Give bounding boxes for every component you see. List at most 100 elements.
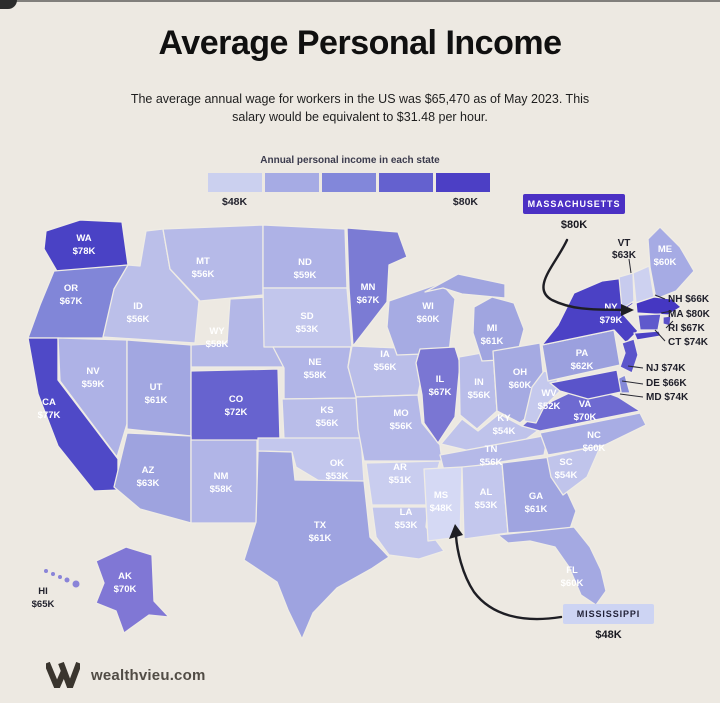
side-value-VT: $63K: [612, 250, 637, 261]
state-value-NC: $60K: [583, 443, 606, 454]
subtitle-line1: The average annual wage for workers in t…: [130, 92, 590, 106]
state-CT: [637, 313, 662, 331]
state-label-ND: ND: [298, 257, 312, 268]
state-value-MI: $61K: [481, 336, 504, 347]
state-MI: [424, 273, 506, 299]
side-label-DE: DE $66K: [646, 378, 687, 389]
state-label-ID: ID: [133, 301, 143, 312]
pointer-lines: [619, 258, 674, 398]
state-CO: [190, 368, 281, 442]
state-HI-island: [44, 569, 48, 573]
state-label-HI: HI: [38, 586, 48, 597]
state-label-MN: MN: [361, 282, 376, 293]
page-title: Average Personal Income: [158, 24, 562, 62]
state-value-WV: $52K: [538, 401, 561, 412]
state-label-TN: TN: [485, 444, 498, 455]
state-label-AK: AK: [118, 571, 132, 582]
state-MS: [423, 466, 463, 542]
massachusetts-callout: MASSACHUSETTS $80K: [523, 194, 625, 231]
state-value-NY: $79K: [600, 315, 623, 326]
nj-pointer-line: [627, 365, 644, 369]
massachusetts-callout-value: $80K: [560, 219, 588, 231]
side-label-MD: MD $74K: [646, 392, 689, 403]
state-value-ID: $56K: [127, 314, 150, 325]
state-label-SC: SC: [559, 457, 572, 468]
state-label-WI: WI: [422, 301, 434, 312]
legend: Annual personal income in each state $48…: [208, 155, 492, 210]
side-label-MA: MA $80K: [668, 309, 711, 320]
state-value-OK: $53K: [326, 471, 349, 482]
state-value-KS: $56K: [316, 418, 339, 429]
side-label-RI: RI $67K: [668, 323, 705, 334]
state-value-UT: $61K: [145, 395, 168, 406]
state-label-AL: AL: [480, 487, 493, 498]
state-label-GA: GA: [529, 491, 543, 502]
state-label-MI: MI: [487, 323, 498, 334]
de-pointer-line: [621, 380, 644, 385]
state-value-NE: $58K: [304, 370, 327, 381]
state-label-NV: NV: [86, 366, 100, 377]
state-value-SD: $53K: [296, 324, 319, 335]
state-value-PA: $62K: [571, 361, 594, 372]
state-HI-island: [64, 577, 70, 583]
state-value-NM: $58K: [210, 484, 233, 495]
state-HI-island: [51, 572, 55, 576]
mississippi-callout-value: $48K: [595, 629, 622, 641]
legend-swatch: [322, 173, 376, 192]
legend-swatch: [379, 173, 433, 192]
state-label-OK: OK: [330, 458, 344, 469]
state-label-IA: IA: [380, 349, 390, 360]
state-value-IN: $56K: [468, 390, 491, 401]
footer: wealthvieu.com: [46, 662, 206, 688]
legend-color-scale: [208, 173, 492, 192]
state-MI: [472, 296, 525, 362]
state-value-AK: $70K: [114, 584, 137, 595]
state-TN: [439, 434, 549, 472]
state-value-MO: $56K: [390, 421, 413, 432]
state-value-MS: $48K: [430, 503, 453, 514]
state-label-AR: AR: [393, 462, 407, 473]
state-NV: [57, 337, 128, 458]
state-label-SD: SD: [300, 311, 313, 322]
state-HI-island: [58, 575, 62, 579]
ri-pointer-line: [665, 320, 674, 329]
state-label-PA: PA: [576, 348, 589, 359]
state-value-GA: $61K: [525, 504, 548, 515]
massachusetts-arrowhead: [621, 304, 634, 316]
state-value-AR: $51K: [389, 475, 412, 486]
wealthvieu-logo: [46, 662, 80, 688]
legend-swatch: [436, 173, 490, 192]
top-edge-artifact: [0, 0, 720, 2]
md-pointer-line: [619, 393, 644, 398]
legend-caption: Annual personal income in each state: [260, 155, 440, 166]
state-label-NY: NY: [604, 302, 618, 313]
state-label-AZ: AZ: [142, 465, 155, 476]
massachusetts-callout-box: MASSACHUSETTS: [523, 194, 625, 214]
state-label-NE: NE: [308, 357, 321, 368]
state-value-TX: $61K: [309, 533, 332, 544]
state-value-FL: $60K: [561, 578, 584, 589]
state-value-MT: $56K: [192, 269, 215, 280]
state-value-HI: $65K: [32, 599, 55, 610]
state-HI-island: [72, 580, 80, 588]
state-value-VA: $70K: [574, 412, 597, 423]
ct-pointer-line: [654, 329, 666, 342]
state-value-IL: $67K: [429, 387, 452, 398]
state-label-WV: WV: [541, 388, 557, 399]
vt-pointer-line: [628, 258, 632, 274]
subtitle-line2: salary would be equivalent to $31.48 per…: [232, 110, 488, 124]
mississippi-callout: MISSISSIPPI $48K: [563, 604, 654, 641]
mississippi-arrowhead: [449, 524, 463, 539]
state-FL: [497, 526, 607, 606]
state-label-WA: WA: [76, 233, 91, 244]
state-label-CO: CO: [229, 394, 243, 405]
state-label-VA: VA: [579, 399, 592, 410]
state-label-CA: CA: [42, 397, 56, 408]
state-value-SC: $54K: [555, 470, 578, 481]
massachusetts-arrow: [542, 238, 624, 312]
state-TX: [243, 450, 390, 640]
state-value-ME: $60K: [654, 257, 677, 268]
state-label-FL: FL: [566, 565, 578, 576]
